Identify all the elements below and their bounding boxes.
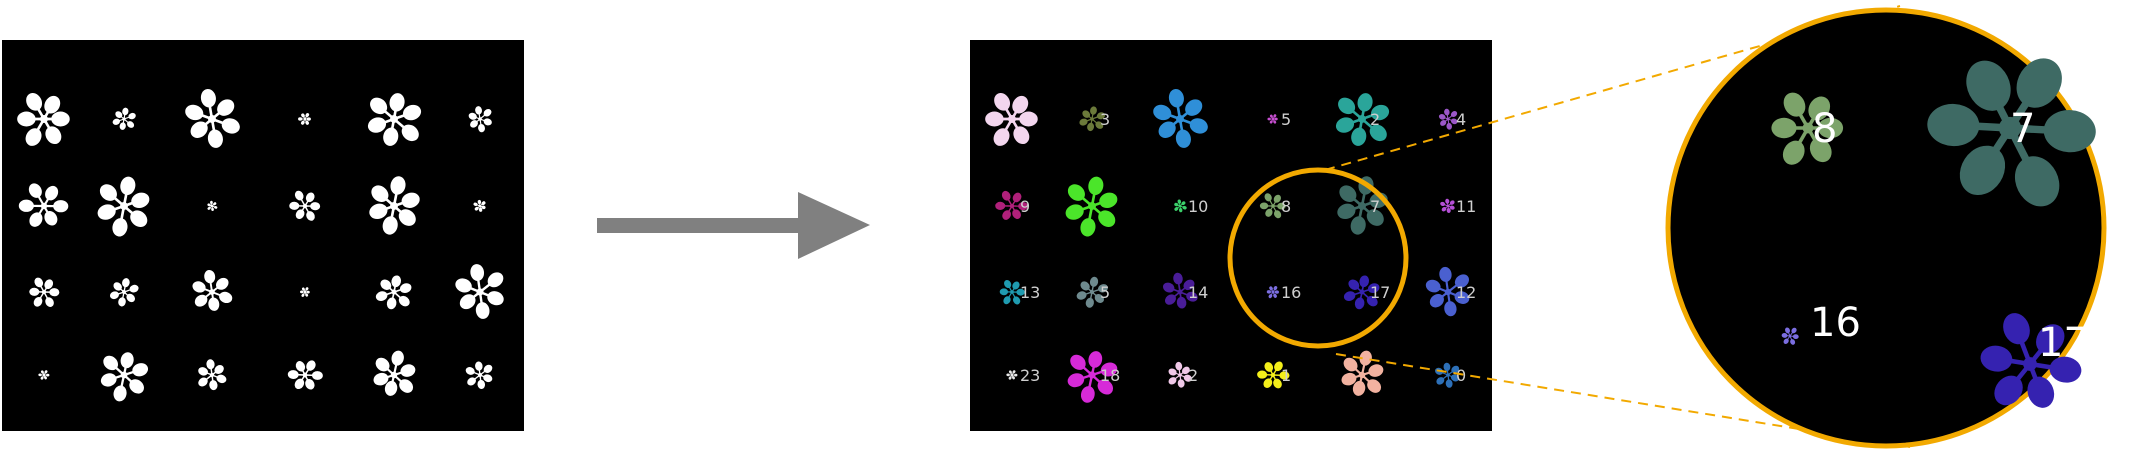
raw-plant <box>375 275 412 310</box>
raw-plant <box>465 361 493 390</box>
zoom-plant-id-label: 16 <box>1810 300 1861 346</box>
raw-plant <box>473 199 486 212</box>
segmented-plant <box>1434 362 1460 388</box>
zoom-plant-id-label: 7 <box>2010 106 2035 152</box>
segmented-plant <box>1259 193 1286 219</box>
raw-plant <box>298 113 311 125</box>
raw-plant <box>112 107 136 130</box>
plant-id-label: 10 <box>1188 197 1208 216</box>
segmented-plant <box>1153 88 1208 148</box>
plant-id-label: 9 <box>1020 197 1030 216</box>
raw-plant <box>468 106 492 133</box>
raw-plant <box>185 88 240 148</box>
segmented-plant <box>999 279 1025 305</box>
raw-plant <box>17 93 70 146</box>
raw-plant <box>29 277 60 307</box>
segmented-plant <box>1079 106 1106 132</box>
plant-id-label: 13 <box>1020 283 1040 302</box>
zoom-plant <box>1927 58 2096 207</box>
segmented-plant <box>995 190 1029 220</box>
plant-id-label: 5 <box>1281 110 1291 129</box>
raw-plants-layer <box>17 88 504 402</box>
zoom-plant-id-label: 17 <box>2038 320 2089 366</box>
raw-plant <box>300 287 310 297</box>
raw-plant <box>38 370 50 380</box>
plant-id-label: 11 <box>1456 197 1476 216</box>
segmented-plant <box>1440 198 1455 213</box>
raw-plant <box>198 359 227 391</box>
plant-id-label: 18 <box>1100 366 1120 385</box>
raw-plant <box>289 190 321 221</box>
segmented-plant <box>1067 351 1118 403</box>
magnifier-circle-icon <box>1665 7 2107 449</box>
segmented-plant <box>1257 361 1290 389</box>
segmented-plant <box>1174 199 1187 213</box>
segmented-plant <box>1162 272 1198 309</box>
raw-plant <box>100 352 149 402</box>
raw-plant <box>207 200 218 211</box>
raw-plant <box>455 264 504 319</box>
raw-plant <box>97 176 150 237</box>
plant-id-label: 0 <box>1456 366 1466 385</box>
raw-plant <box>109 278 139 307</box>
segmented-plant <box>1335 93 1390 146</box>
plant-id-label: 8 <box>1281 197 1291 216</box>
plant-id-label: 5 <box>1100 283 1110 302</box>
zoom-plant <box>1771 92 1844 165</box>
plant-id-label: 2 <box>1370 110 1380 129</box>
raw-image-panel <box>2 40 524 431</box>
plant-id-label: 17 <box>1370 283 1390 302</box>
segmented-plant <box>1343 275 1380 310</box>
plant-id-label: 4 <box>1456 110 1466 129</box>
segmented-plant <box>1266 286 1279 299</box>
highlight-circle <box>1227 167 1409 349</box>
plant-id-label: 2 <box>1188 366 1198 385</box>
zoom-plant <box>1781 327 1799 345</box>
raw-plant <box>192 269 233 311</box>
plant-id-label: 23 <box>1020 366 1040 385</box>
segmented-plant <box>1065 176 1118 237</box>
segmented-plant <box>985 93 1038 146</box>
plant-id-label: 14 <box>1188 283 1208 302</box>
raw-plant <box>287 360 323 390</box>
plant-id-label: 16 <box>1281 283 1301 302</box>
segmented-plant <box>1341 350 1384 396</box>
raw-plant <box>373 350 416 396</box>
segmented-plant <box>1168 361 1192 388</box>
segmented-plant <box>1425 266 1470 317</box>
zoom-plant-id-label: 8 <box>1812 106 1837 152</box>
segmented-plant <box>1438 108 1458 130</box>
segmented-plant <box>1267 114 1278 124</box>
plant-id-label: 3 <box>1100 110 1110 129</box>
zoom-plant <box>1980 313 2082 408</box>
raw-plant <box>18 183 69 227</box>
raw-plant <box>369 176 420 235</box>
plant-id-label: 12 <box>1456 283 1476 302</box>
segmented-plant <box>1006 370 1018 380</box>
segmented-plant <box>1076 276 1108 308</box>
plant-id-label: 1 <box>1281 366 1291 385</box>
segmented-plant <box>1337 176 1388 235</box>
plant-id-label: 7 <box>1370 197 1380 216</box>
raw-plant <box>367 93 422 146</box>
